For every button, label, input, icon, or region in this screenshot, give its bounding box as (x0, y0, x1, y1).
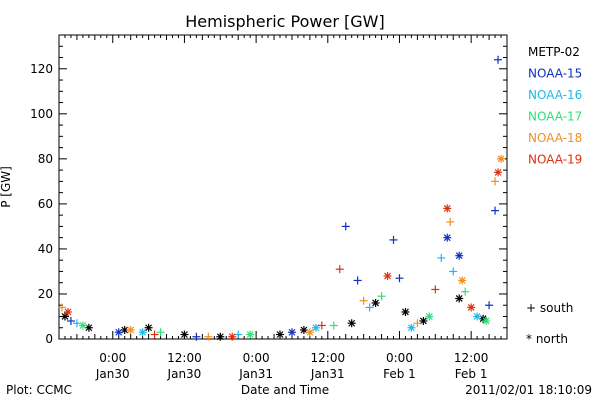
south-marker (449, 267, 458, 276)
south-marker (317, 321, 326, 330)
south-marker (377, 292, 386, 301)
x-tick-label-time: 0:00 (386, 351, 413, 365)
north-marker (216, 332, 225, 341)
y-axis: 0 20 40 60 80 100 120 (30, 34, 507, 346)
south-marker (192, 332, 201, 341)
north-marker (114, 328, 123, 337)
north-marker (126, 325, 135, 334)
south-marker (395, 274, 404, 283)
south-marker (353, 276, 362, 285)
north-marker (407, 323, 416, 332)
north-marker (144, 323, 153, 332)
north-marker (383, 271, 392, 280)
north-marker (246, 330, 255, 339)
marker-legend-entry: + south (526, 301, 573, 315)
legend-entry: NOAA-16 (528, 88, 582, 102)
north-marker (458, 276, 467, 285)
north-marker (180, 330, 189, 339)
north-marker (371, 298, 380, 307)
north-marker (138, 328, 147, 337)
south-marker (491, 177, 500, 186)
y-tick-label: 0 (45, 332, 53, 346)
legend-entry: NOAA-15 (528, 67, 582, 81)
south-marker (461, 287, 470, 296)
south-marker (335, 265, 344, 274)
y-tick-label: 80 (38, 152, 53, 166)
marker-legend-entry: * north (526, 332, 568, 346)
y-tick-label: 100 (30, 107, 53, 121)
south-marker (365, 303, 374, 312)
plot-frame (58, 34, 508, 340)
north-marker (228, 332, 237, 341)
x-tick-label-time: 0:00 (243, 351, 270, 365)
north-marker (78, 321, 87, 330)
south-marker (485, 301, 494, 310)
x-tick-label-date: Feb 1 (455, 367, 488, 381)
south-marker (494, 55, 503, 64)
south-marker (341, 222, 350, 231)
south-marker (204, 332, 213, 341)
north-marker (63, 307, 72, 316)
north-marker (425, 312, 434, 321)
north-marker (482, 316, 491, 325)
x-tick-label-time: 12:00 (167, 351, 202, 365)
south-marker (329, 321, 338, 330)
north-marker (60, 312, 69, 321)
x-tick-label-date: Feb 1 (383, 367, 416, 381)
south-marker (234, 330, 243, 339)
north-marker (443, 233, 452, 242)
south-marker (389, 235, 398, 244)
x-tick-label-date: Jan31 (238, 367, 273, 381)
legend-entry: NOAA-17 (528, 110, 582, 124)
legend: METP-02 NOAA-15 NOAA-16 NOAA-17 NOAA-18 NOAA-… (528, 45, 582, 167)
x-tick-label-time: 12:00 (454, 351, 489, 365)
north-marker (497, 154, 506, 163)
south-marker (431, 285, 440, 294)
north-marker (305, 328, 314, 337)
marker-legend: + south * north (526, 301, 573, 346)
north-marker (467, 303, 476, 312)
y-tick-label: 20 (38, 287, 53, 301)
x-axis-label: Date and Time (241, 383, 329, 397)
south-marker (150, 330, 159, 339)
data-markers (57, 55, 506, 341)
legend-entry: METP-02 (528, 45, 580, 59)
south-marker (491, 206, 500, 215)
south-marker (66, 316, 75, 325)
north-marker (494, 168, 503, 177)
north-marker (473, 312, 482, 321)
south-marker (359, 296, 368, 305)
y-tick-label: 60 (38, 197, 53, 211)
north-marker (401, 307, 410, 316)
y-tick-label: 120 (30, 62, 53, 76)
y-tick-label: 40 (38, 242, 53, 256)
footer-left: Plot: CCMC (6, 383, 72, 397)
y-axis-label: P [GW] (0, 166, 13, 208)
legend-entry: NOAA-18 (528, 131, 582, 145)
south-marker (446, 217, 455, 226)
north-marker (443, 204, 452, 213)
south-marker (437, 253, 446, 262)
south-marker (57, 303, 66, 312)
x-tick-label-date: Jan31 (310, 367, 345, 381)
north-marker (276, 330, 285, 339)
north-marker (347, 319, 356, 328)
north-marker (455, 294, 464, 303)
x-tick-label-time: 0:00 (99, 351, 126, 365)
south-marker (72, 319, 81, 328)
south-marker (413, 319, 422, 328)
x-tick-label-time: 12:00 (311, 351, 346, 365)
north-marker (287, 328, 296, 337)
south-marker (156, 328, 165, 337)
north-marker (455, 251, 464, 260)
x-axis: 0:00 Jan30 12:00 Jan30 0:00 Jan31 12:00 Jan31 0:… (58, 35, 508, 381)
north-marker (419, 316, 428, 325)
plot-area (58, 34, 508, 340)
x-tick-label-date: Jan30 (167, 367, 202, 381)
chart-title: Hemispheric Power [GW] (185, 12, 384, 31)
x-tick-label-date: Jan30 (95, 367, 130, 381)
footer-right: 2011/02/01 18:10:09 (465, 383, 592, 397)
legend-entry: NOAA-19 (528, 153, 582, 167)
